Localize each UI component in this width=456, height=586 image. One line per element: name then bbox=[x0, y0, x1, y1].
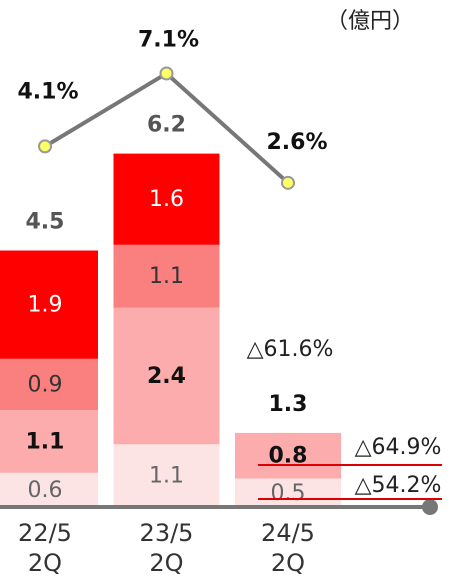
line-value-label: 2.6% bbox=[266, 130, 327, 155]
line-marker bbox=[38, 139, 52, 154]
bar-value-label: 0.6 bbox=[28, 478, 63, 503]
bar-value-label: 1.9 bbox=[28, 293, 63, 318]
line-value-label: 4.1% bbox=[17, 79, 78, 104]
bar-segment bbox=[113, 153, 220, 245]
line-marker bbox=[281, 175, 295, 190]
total-label: 4.5 bbox=[26, 210, 65, 235]
total-label: 6.2 bbox=[147, 113, 186, 138]
annotation: △61.6% bbox=[247, 337, 334, 362]
bar-value-label: 0.5 bbox=[271, 481, 306, 506]
x-tick-label: 23/5 2Q bbox=[139, 519, 194, 577]
bar-segment bbox=[235, 432, 341, 479]
bar-value-label: 1.1 bbox=[26, 429, 65, 454]
bar-segment bbox=[113, 244, 220, 308]
line-value-label: 7.1% bbox=[138, 27, 199, 52]
bar-segment bbox=[235, 478, 341, 507]
annotation: （億円） bbox=[326, 9, 414, 34]
bar-value-label: 0.9 bbox=[28, 372, 63, 397]
bar-segment bbox=[0, 250, 98, 359]
line-marker bbox=[159, 66, 174, 81]
axis-end bbox=[422, 499, 438, 515]
x-tick-label: 24/5 2Q bbox=[261, 519, 315, 577]
bar-value-label: 2.4 bbox=[147, 364, 186, 389]
bar-value-label: 1.6 bbox=[149, 187, 184, 212]
bar-value-label: 1.1 bbox=[149, 264, 184, 289]
annotation: △54.2% bbox=[355, 473, 442, 498]
annotation: △64.9% bbox=[355, 435, 442, 460]
bar-segment bbox=[0, 410, 98, 473]
bar-segment bbox=[113, 444, 220, 507]
bar-segment bbox=[113, 307, 220, 445]
total-label: 1.3 bbox=[269, 392, 308, 417]
bar-value-label: 1.1 bbox=[149, 464, 184, 489]
bar-segment bbox=[0, 472, 98, 507]
bar-segment bbox=[0, 358, 98, 411]
x-tick-label: 22/5 2Q bbox=[18, 519, 72, 577]
